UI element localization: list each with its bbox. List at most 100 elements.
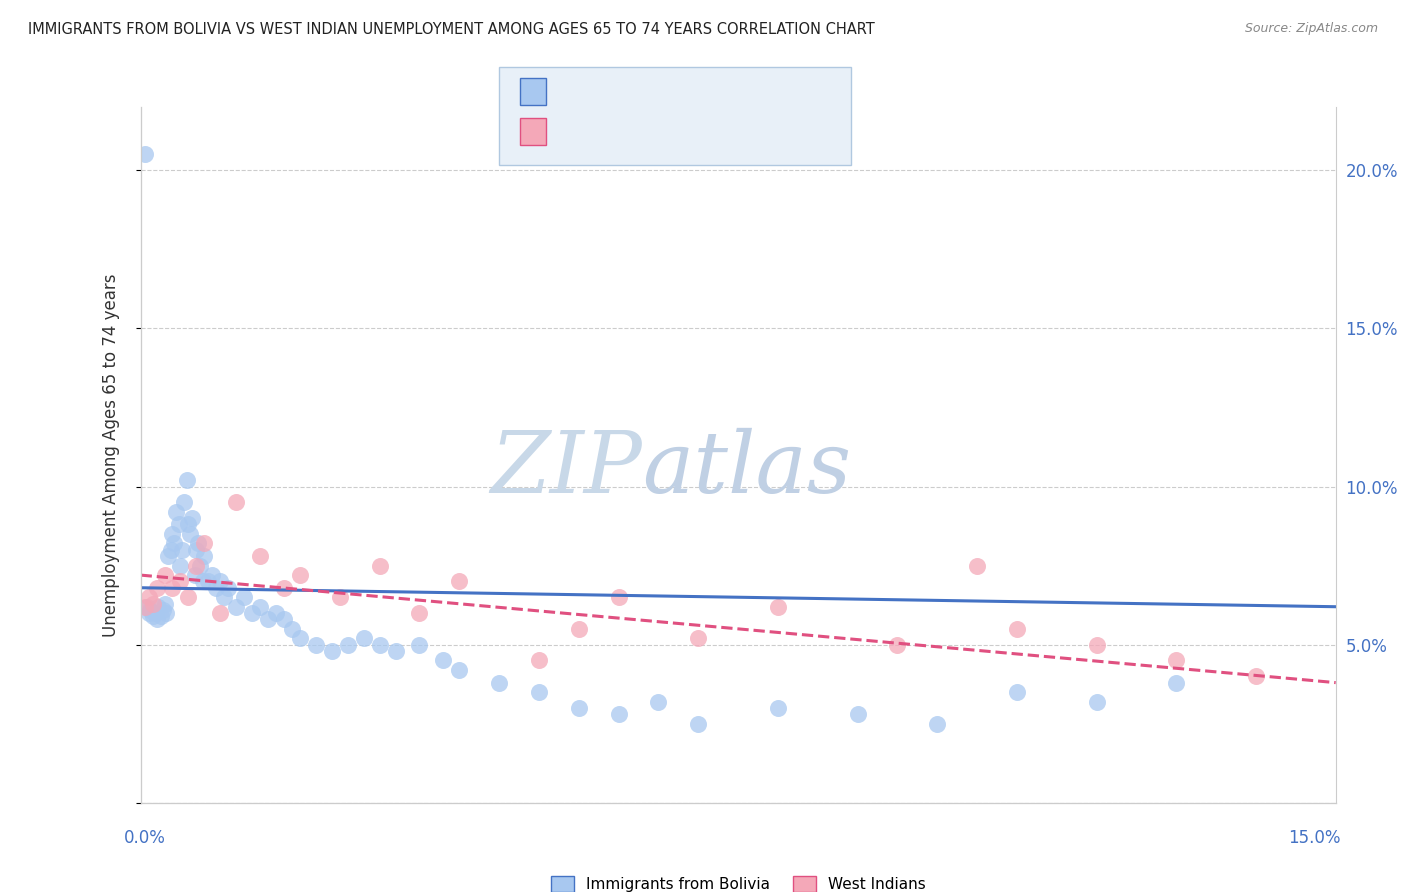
Point <box>257 612 280 626</box>
Text: IMMIGRANTS FROM BOLIVIA VS WEST INDIAN UNEMPLOYMENT AMONG AGES 65 TO 74 YEARS CO: IMMIGRANTS FROM BOLIVIA VS WEST INDIAN U… <box>28 22 875 37</box>
Point <box>181 511 204 525</box>
Point <box>264 606 287 620</box>
Point <box>160 542 183 557</box>
Point <box>225 599 247 614</box>
Point <box>766 701 789 715</box>
Point <box>249 599 271 614</box>
Point <box>353 632 375 646</box>
Point <box>217 581 239 595</box>
Point <box>1085 695 1108 709</box>
Point <box>152 603 174 617</box>
Point <box>408 638 430 652</box>
Point <box>176 473 198 487</box>
Text: 67: 67 <box>714 85 735 99</box>
Point <box>139 603 162 617</box>
Point <box>607 591 630 605</box>
Point <box>288 568 311 582</box>
Point <box>145 581 167 595</box>
Point <box>153 568 176 582</box>
Text: -0.242: -0.242 <box>602 124 657 138</box>
Point <box>488 675 510 690</box>
Text: N =: N = <box>662 124 706 138</box>
Text: 0.0%: 0.0% <box>124 829 166 847</box>
Y-axis label: Unemployment Among Ages 65 to 74 years: Unemployment Among Ages 65 to 74 years <box>101 273 120 637</box>
Text: ZIP: ZIP <box>491 427 643 510</box>
Point <box>145 612 167 626</box>
Text: R =: R = <box>557 124 591 138</box>
Point <box>568 622 591 636</box>
Point <box>329 591 352 605</box>
Point <box>273 581 295 595</box>
Point <box>368 638 391 652</box>
Point <box>146 599 169 614</box>
Point <box>173 495 195 509</box>
Point <box>179 527 201 541</box>
Point <box>177 517 200 532</box>
Point <box>281 622 304 636</box>
Point <box>336 638 359 652</box>
Point <box>209 606 232 620</box>
Point <box>193 549 215 563</box>
Point <box>1085 638 1108 652</box>
Text: N =: N = <box>662 85 706 99</box>
Point <box>153 597 176 611</box>
Point <box>1166 675 1188 690</box>
Point <box>766 599 789 614</box>
Point <box>149 609 172 624</box>
Point <box>157 549 180 563</box>
Text: R =: R = <box>557 85 591 99</box>
Point <box>141 597 163 611</box>
Point <box>209 574 232 589</box>
Point <box>163 536 186 550</box>
Point <box>166 505 188 519</box>
Point <box>225 495 247 509</box>
Text: 15.0%: 15.0% <box>1288 829 1341 847</box>
Point <box>527 653 550 667</box>
Point <box>273 612 295 626</box>
Point <box>167 517 190 532</box>
Point <box>240 606 263 620</box>
Point <box>305 638 328 652</box>
Point <box>688 716 710 731</box>
Point <box>233 591 256 605</box>
Point <box>647 695 669 709</box>
Point <box>188 558 212 573</box>
Point <box>288 632 311 646</box>
Point <box>527 685 550 699</box>
Point <box>162 581 184 595</box>
Point <box>138 606 160 620</box>
Point <box>169 574 191 589</box>
Point <box>1166 653 1188 667</box>
Point <box>169 558 191 573</box>
Point <box>136 599 159 614</box>
Point <box>607 707 630 722</box>
Point <box>162 527 184 541</box>
Point <box>449 663 471 677</box>
Legend: Immigrants from Bolivia, West Indians: Immigrants from Bolivia, West Indians <box>543 868 934 892</box>
Point <box>927 716 949 731</box>
Point <box>1244 669 1267 683</box>
Point <box>966 558 988 573</box>
Point <box>249 549 271 563</box>
Point <box>177 591 200 605</box>
Text: -0.057: -0.057 <box>602 85 657 99</box>
Point <box>886 638 908 652</box>
Point <box>368 558 391 573</box>
Point <box>170 542 193 557</box>
Point <box>141 609 163 624</box>
Point <box>688 632 710 646</box>
Point <box>184 568 207 582</box>
Point <box>186 542 208 557</box>
Text: Source: ZipAtlas.com: Source: ZipAtlas.com <box>1244 22 1378 36</box>
Point <box>155 606 177 620</box>
Point <box>1005 685 1028 699</box>
Point <box>568 701 591 715</box>
Point <box>846 707 869 722</box>
Point <box>134 599 156 614</box>
Point <box>191 574 214 589</box>
Point <box>384 644 406 658</box>
Point <box>321 644 343 658</box>
Point <box>214 591 236 605</box>
Point <box>134 147 156 161</box>
Point <box>193 536 215 550</box>
